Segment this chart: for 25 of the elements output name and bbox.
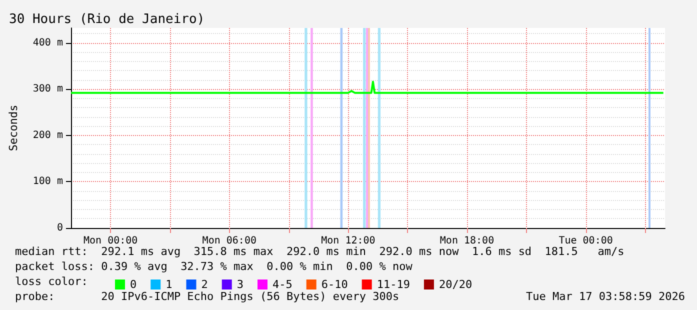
x-tick-label: Tue 00:00: [558, 236, 613, 246]
y-tick-label: 0: [56, 222, 63, 234]
y-tick-label: 200 m: [32, 130, 63, 141]
y-tick-label: 400 m: [32, 37, 63, 48]
legend-label: 3: [236, 278, 244, 291]
text: probe: 20 IPv6-ICMP Echo Pings (56 Bytes) every 300s: [15, 290, 400, 303]
legend-label: 6-10: [321, 278, 348, 291]
x-tick-label: Mon 06:00: [202, 236, 256, 246]
x-tick-label: Mon 18:00: [440, 236, 494, 246]
y-tick-label: 100 m: [32, 176, 63, 188]
text: median rtt: 292.1 ms avg 315.8 ms max 292.0 ms min 292.0 ms now 1.6 ms sd 181.5 am/s: [15, 245, 624, 258]
legend-title: loss color:: [15, 275, 88, 288]
y-axis-title: Seconds: [7, 104, 20, 152]
legend-label: 1: [166, 278, 172, 291]
legend-label: 4-5: [272, 278, 292, 291]
x-tick-label: Mon 12:00: [321, 236, 376, 246]
legend-label: 0: [130, 278, 137, 291]
legend-label: 11-19: [376, 278, 410, 291]
text: packet loss: 0.39 % avg 32.73 % max 0.00 % min 0.00 % now: [15, 260, 413, 273]
x-tick-label: Mon 00:00: [84, 236, 138, 246]
text: Tue Mar 17 03:58:59 2026: [526, 290, 686, 303]
legend-label: 20/20: [438, 278, 472, 291]
legend-label: 2: [201, 278, 208, 291]
chart-title: 30 Hours (Rio de Janeiro): [9, 12, 205, 27]
y-tick-label: 300 m: [32, 84, 63, 95]
